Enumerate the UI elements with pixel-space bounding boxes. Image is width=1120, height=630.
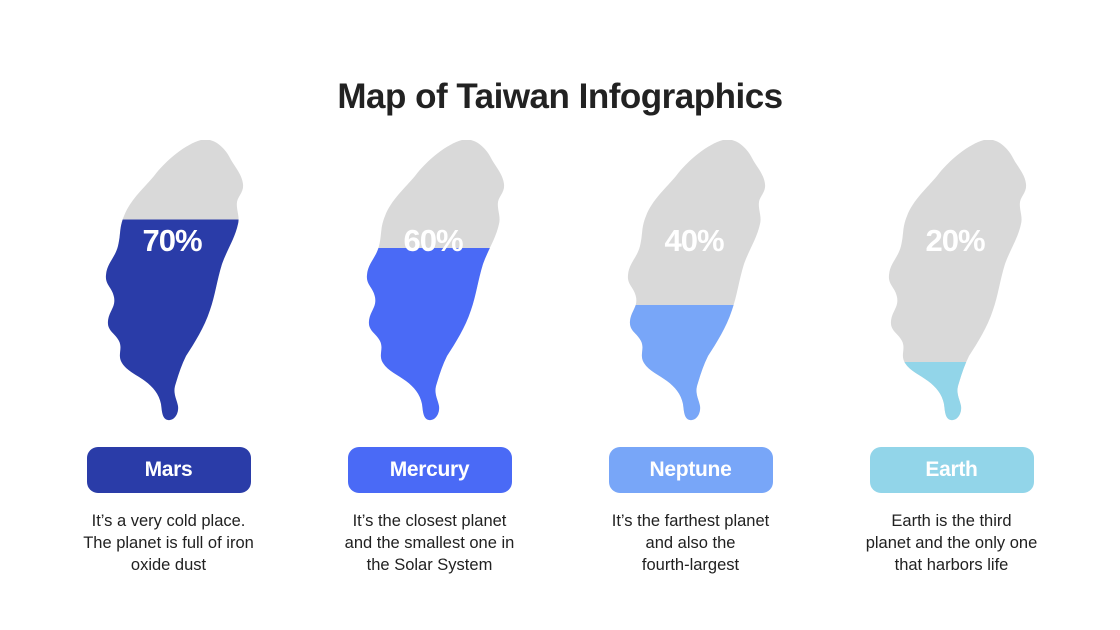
taiwan-map-shape: 70% (105, 140, 243, 421)
percent-label: 70% (142, 223, 201, 258)
planet-description: Earth is the third planet and the only o… (865, 512, 1038, 574)
taiwan-map-shape: 40% (627, 140, 765, 421)
planet-card-neptune: 40% Neptune It’s the farthest planet and… (588, 140, 793, 576)
percent-label: 60% (403, 223, 462, 258)
planet-description: It’s the farthest planet and also the fo… (611, 512, 770, 574)
taiwan-map-mercury: 60% (355, 140, 505, 425)
planet-button-mercury[interactable]: Mercury (347, 447, 512, 493)
planet-description: It’s the closest planet and the smallest… (344, 512, 515, 574)
planet-cards-row: 70% Mars It’s a very cold place. The pla… (0, 140, 1120, 576)
percent-label: 20% (925, 223, 984, 258)
planet-button-neptune[interactable]: Neptune (608, 447, 773, 493)
percent-label: 40% (664, 223, 723, 258)
page-title: Map of Taiwan Infographics (337, 77, 783, 117)
planet-description: It’s a very cold place. The planet is fu… (83, 512, 254, 574)
taiwan-map-earth: 20% (877, 140, 1027, 425)
planet-button-mars[interactable]: Mars (86, 447, 251, 493)
taiwan-map-shape: 60% (366, 140, 504, 421)
taiwan-map-neptune: 40% (616, 140, 766, 425)
planet-card-mars: 70% Mars It’s a very cold place. The pla… (66, 140, 271, 576)
planet-card-earth: 20% Earth Earth is the third planet and … (849, 140, 1054, 576)
taiwan-map-mars: 70% (94, 140, 244, 425)
taiwan-map-shape: 20% (888, 140, 1026, 421)
planet-card-mercury: 60% Mercury It’s the closest planet and … (327, 140, 532, 576)
planet-button-earth[interactable]: Earth (869, 447, 1034, 493)
